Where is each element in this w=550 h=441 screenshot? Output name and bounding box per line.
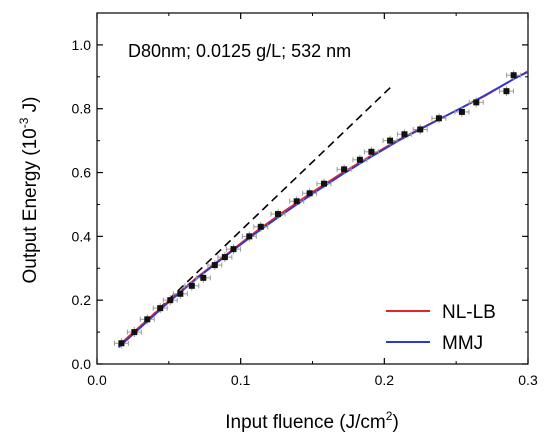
y-tick-label: 0.0 xyxy=(72,356,92,372)
point-marker xyxy=(458,108,465,115)
data-point xyxy=(126,327,142,338)
point-marker xyxy=(306,190,313,197)
x-tick-label: 0.0 xyxy=(87,372,107,388)
data-point xyxy=(363,146,379,157)
x-axis-label: Input fluence (J/cm2) xyxy=(225,409,399,433)
point-marker xyxy=(131,329,138,336)
point-marker xyxy=(230,246,237,253)
data-point xyxy=(139,314,155,325)
y-tick-label: 0.2 xyxy=(72,292,92,308)
point-marker xyxy=(188,282,195,289)
point-marker xyxy=(275,211,282,218)
data-points xyxy=(113,70,522,349)
point-marker xyxy=(177,290,184,297)
data-point xyxy=(195,272,211,283)
data-point xyxy=(468,97,484,108)
axis-ticks: 0.0 0.1 0.2 0.3 0.0 0.2 0.4 0.6 0.8 1.0 xyxy=(72,13,538,388)
x-tick-label: 0.1 xyxy=(231,372,251,388)
point-marker xyxy=(510,72,517,79)
x-axis-label-end: ) xyxy=(392,412,398,433)
y-tick-label: 0.6 xyxy=(72,165,92,181)
data-point xyxy=(253,221,269,232)
data-point xyxy=(352,154,368,165)
legend: NL-LB MMJ xyxy=(386,302,496,354)
data-point xyxy=(270,209,286,220)
data-point xyxy=(225,244,241,255)
y-axis-label-sup: -3 xyxy=(17,117,31,128)
data-point xyxy=(172,288,188,299)
data-point xyxy=(302,188,318,199)
data-point xyxy=(454,106,470,117)
legend-label-mmj: MMJ xyxy=(442,333,483,354)
data-point xyxy=(498,86,514,97)
data-point xyxy=(241,231,257,242)
data-point xyxy=(184,280,200,291)
chart-annotation: D80nm; 0.0125 g/L; 532 nm xyxy=(128,41,351,61)
data-point xyxy=(217,252,233,263)
point-marker xyxy=(320,180,327,187)
point-marker xyxy=(341,166,348,173)
y-tick-label: 0.8 xyxy=(72,101,92,117)
x-tick-label: 0.2 xyxy=(375,372,395,388)
data-point xyxy=(382,135,398,146)
point-marker xyxy=(157,305,164,312)
y-tick-label: 1.0 xyxy=(72,37,92,53)
point-marker xyxy=(417,126,424,133)
point-marker xyxy=(257,223,264,230)
x-axis-label-sup: 2 xyxy=(386,409,393,423)
point-marker xyxy=(144,316,151,323)
point-marker xyxy=(118,340,125,347)
point-marker xyxy=(200,274,207,281)
linear-reference xyxy=(120,85,393,346)
y-tick-label: 0.4 xyxy=(72,228,92,244)
data-point xyxy=(412,124,428,135)
x-axis-label-main: Input fluence (J/cm xyxy=(225,412,386,433)
data-point xyxy=(506,70,522,81)
point-marker xyxy=(401,131,408,138)
y-axis-label: Output Energy (10-3 J) xyxy=(17,96,41,283)
data-point xyxy=(152,303,168,314)
data-point xyxy=(162,295,178,306)
point-marker xyxy=(211,262,218,269)
point-marker xyxy=(473,99,480,106)
data-point xyxy=(113,338,129,349)
plot-area xyxy=(96,12,529,365)
data-point xyxy=(289,196,305,207)
y-axis-label-main: Output Energy (10 xyxy=(20,128,41,283)
data-point xyxy=(316,178,332,189)
point-marker xyxy=(503,88,510,95)
y-axis-label-end: J) xyxy=(20,96,41,117)
data-point xyxy=(336,164,352,175)
point-marker xyxy=(246,233,253,240)
legend-label-nl-lb: NL-LB xyxy=(442,302,496,323)
plot-frame xyxy=(96,12,529,365)
point-marker xyxy=(167,297,174,304)
x-tick-label: 0.3 xyxy=(518,372,538,388)
point-marker xyxy=(293,198,300,205)
point-marker xyxy=(368,148,375,155)
point-marker xyxy=(387,137,394,144)
linear-reference-line xyxy=(120,85,393,346)
point-marker xyxy=(221,254,228,261)
data-point xyxy=(431,113,447,124)
data-point xyxy=(207,260,223,271)
data-point xyxy=(396,129,412,140)
point-marker xyxy=(435,115,442,122)
point-marker xyxy=(356,156,363,163)
